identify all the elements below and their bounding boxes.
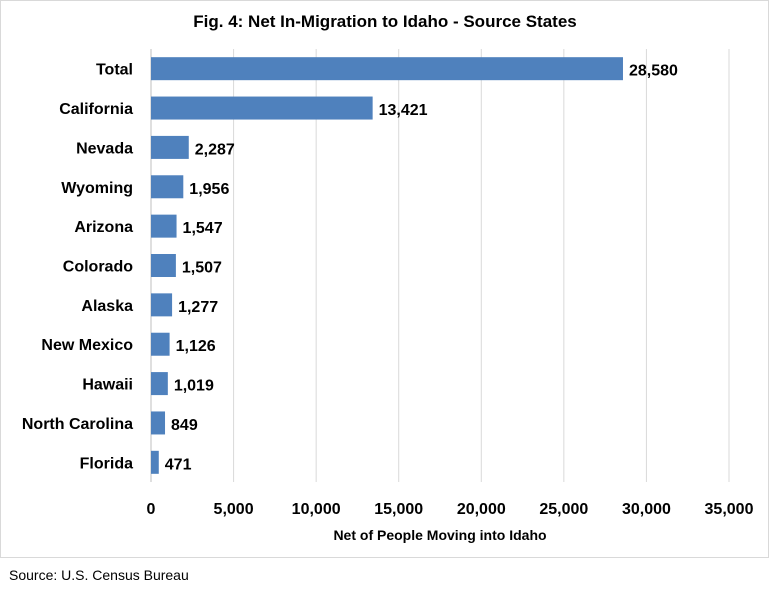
category-label: Total [96, 62, 133, 79]
x-axis-label: Net of People Moving into Idaho [333, 527, 546, 543]
bar [151, 332, 170, 356]
data-label: 1,277 [178, 299, 218, 316]
category-label: North Carolina [22, 416, 133, 433]
x-tick-label: 5,000 [214, 501, 254, 518]
source-note: Source: U.S. Census Bureau [9, 567, 189, 583]
data-label: 849 [171, 417, 198, 434]
x-tick-label: 30,000 [622, 501, 671, 518]
category-label: Hawaii [82, 377, 133, 394]
x-tick-label: 25,000 [539, 501, 588, 518]
data-label: 1,956 [189, 181, 229, 198]
bar [151, 254, 176, 277]
bar-chart: Fig. 4: Net In-Migration to Idaho - Sour… [22, 12, 754, 543]
data-label: 13,421 [379, 102, 428, 119]
bar [151, 57, 623, 81]
category-label: Nevada [76, 140, 133, 157]
category-label: California [59, 101, 133, 118]
chart-title: Fig. 4: Net In-Migration to Idaho - Sour… [193, 12, 576, 31]
x-tick-label: 10,000 [292, 501, 341, 518]
category-label: New Mexico [41, 337, 133, 354]
chart-frame [0, 0, 769, 558]
bar [151, 214, 177, 238]
data-label: 28,580 [629, 63, 678, 80]
data-label: 1,126 [176, 338, 216, 355]
data-label: 1,019 [174, 378, 214, 395]
category-label: Colorado [63, 259, 133, 276]
x-tick-label: 20,000 [457, 501, 506, 518]
category-label: Arizona [74, 219, 133, 236]
data-label: 2,287 [195, 141, 235, 158]
category-label: Florida [80, 455, 133, 472]
data-label: 1,547 [183, 220, 223, 237]
data-label: 471 [165, 456, 192, 473]
gridlines [150, 49, 730, 482]
category-label: Alaska [81, 298, 133, 315]
bar [151, 135, 189, 159]
x-tick-labels: 0 5,000 10,000 15,000 20,000 25,000 30,000 35,0… [147, 501, 754, 518]
category-label: Wyoming [61, 180, 133, 197]
bar [151, 450, 159, 474]
bar [151, 293, 173, 317]
bars [151, 57, 623, 474]
data-labels: 28,580 13,421 2,287 1,956 1,547 1,507 1,277 1,1… [165, 63, 678, 474]
bar [151, 96, 373, 120]
category-labels: Total California Nevada Wyoming Arizona Color… [22, 62, 133, 473]
x-tick-label: 15,000 [374, 501, 423, 518]
data-label: 1,507 [182, 260, 222, 277]
bar [151, 411, 166, 435]
x-tick-label: 35,000 [705, 501, 754, 518]
bar [151, 372, 168, 396]
bar [151, 175, 184, 199]
x-tick-label: 0 [147, 501, 156, 518]
